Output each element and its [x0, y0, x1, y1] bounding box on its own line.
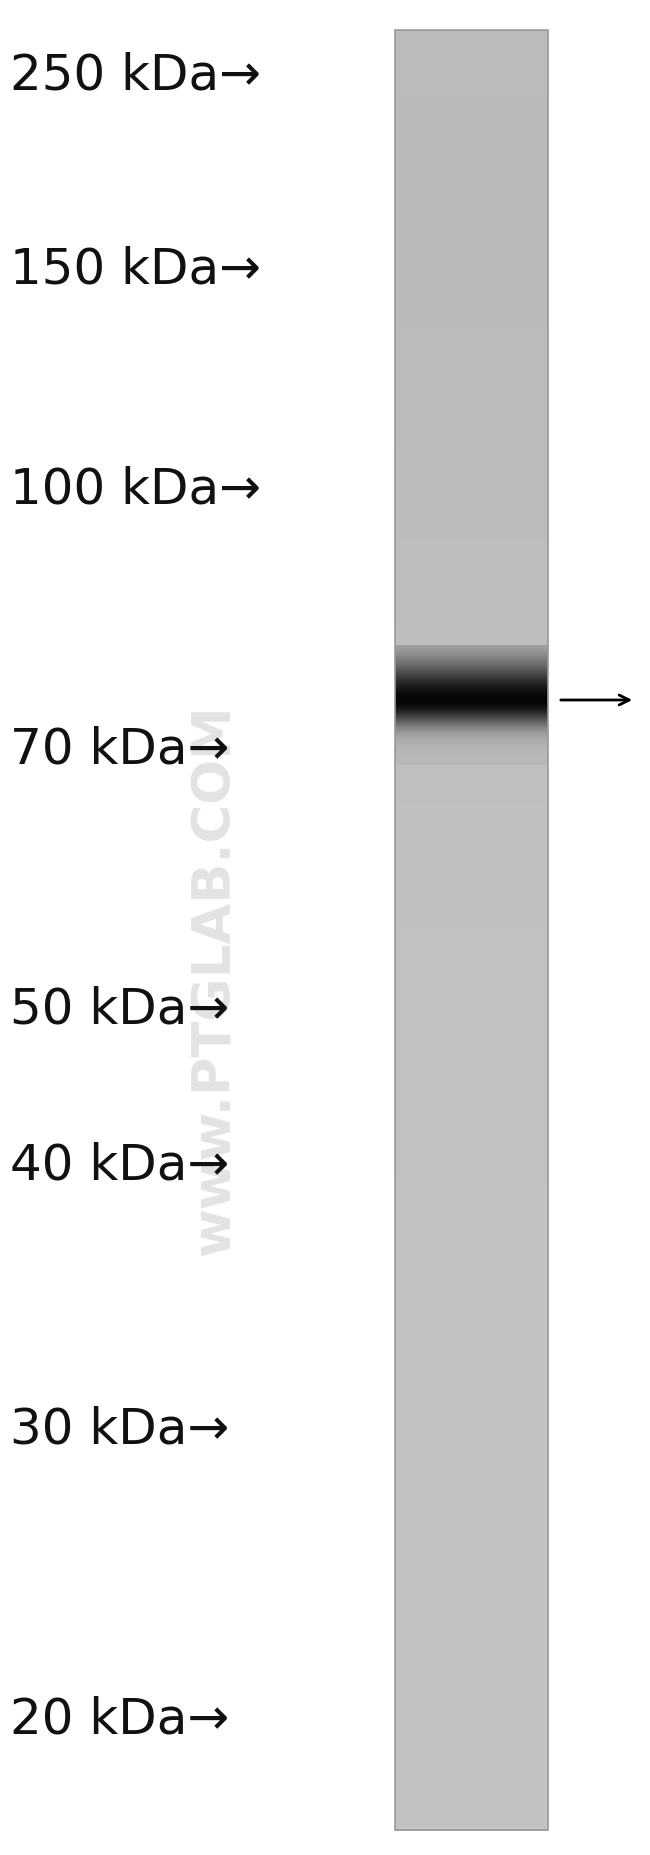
Text: 40 kDa→: 40 kDa→: [10, 1141, 229, 1189]
Text: www.PTGLAB.COM: www.PTGLAB.COM: [189, 705, 241, 1256]
Text: 150 kDa→: 150 kDa→: [10, 247, 261, 293]
Text: 100 kDa→: 100 kDa→: [10, 466, 261, 514]
Text: 70 kDa→: 70 kDa→: [10, 725, 229, 774]
Bar: [395, 30, 548, 1831]
Text: 30 kDa→: 30 kDa→: [10, 1406, 229, 1454]
Text: 20 kDa→: 20 kDa→: [10, 1695, 229, 1744]
Text: 250 kDa→: 250 kDa→: [10, 50, 261, 98]
Text: 50 kDa→: 50 kDa→: [10, 987, 229, 1033]
